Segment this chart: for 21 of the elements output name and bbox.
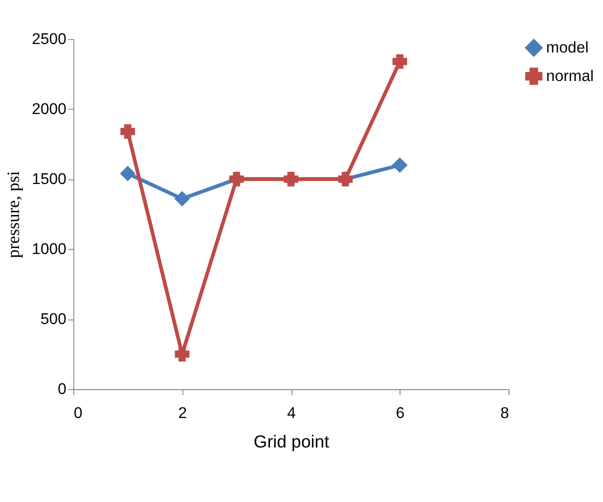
y-tick-label: 1000	[32, 241, 67, 258]
legend-label: normal	[546, 68, 594, 85]
y-tick-label: 2000	[32, 101, 67, 118]
y-tick-label: 0	[58, 381, 67, 398]
x-axis-title: Grid point	[254, 431, 330, 452]
point	[392, 158, 408, 172]
y-tick-label: 1500	[32, 171, 67, 188]
point	[174, 191, 190, 206]
x-tick-label: 4	[287, 405, 296, 422]
legend-label: model	[546, 39, 589, 56]
point	[120, 166, 136, 181]
y-axis-title: pressure, psi	[2, 170, 23, 258]
x-tick-label: 0	[74, 405, 83, 422]
point	[174, 346, 190, 362]
point	[392, 54, 408, 69]
y-tick-label: 2500	[32, 31, 67, 48]
x-tick-label: 2	[178, 405, 187, 422]
y-tick-label: 500	[40, 311, 67, 328]
point	[120, 124, 136, 139]
x-tick-label: 8	[500, 405, 510, 422]
x-tick-label: 6	[396, 405, 405, 422]
